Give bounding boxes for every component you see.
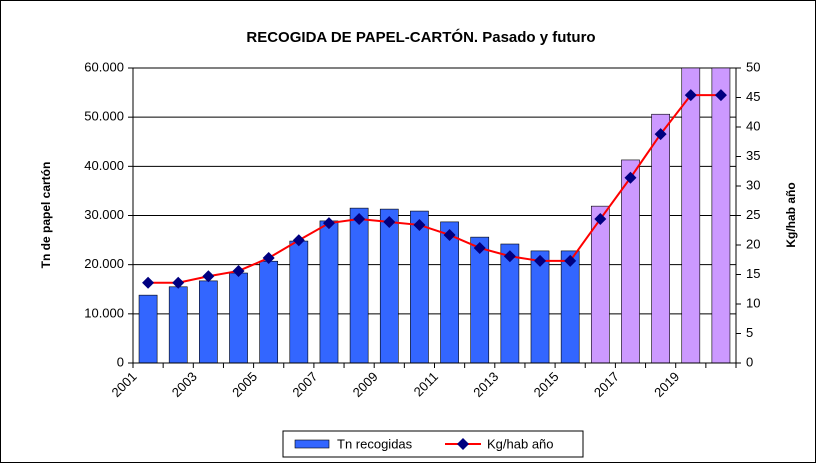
y-tick-label: 30.000 (84, 207, 124, 222)
marker (534, 254, 547, 267)
bar (168, 286, 188, 364)
marker (322, 217, 335, 230)
y2-tick-label: 30 (746, 177, 760, 192)
bar (470, 236, 490, 364)
legend-marker (457, 438, 469, 450)
legend-swatch (294, 439, 330, 449)
bar (711, 67, 731, 364)
y-axis-title: Tn de papel cartón (39, 162, 53, 269)
y2-axis-title: Kg/hab año (784, 182, 798, 247)
bar (621, 159, 640, 364)
y2-tick-label: 45 (746, 89, 760, 104)
y-tick-label: 20.000 (84, 256, 124, 271)
legend: Tn recogidas Kg/hab año (282, 430, 584, 458)
marker (353, 213, 366, 226)
marker (262, 251, 275, 264)
marker (624, 171, 637, 184)
bar (379, 208, 399, 364)
marker (383, 215, 396, 228)
y-tick-label: 50.000 (84, 109, 124, 124)
bar (199, 280, 218, 364)
bar (560, 250, 580, 364)
marker (714, 89, 727, 102)
marker (292, 234, 305, 247)
y2-tick-label: 0 (746, 354, 753, 369)
marker (654, 128, 667, 141)
bar (319, 220, 339, 364)
marker (413, 218, 426, 231)
y2-tick-label: 35 (746, 148, 760, 163)
bar (259, 260, 279, 364)
bar (440, 221, 459, 364)
line (148, 94, 721, 284)
marker (172, 276, 185, 289)
marker (503, 250, 516, 263)
y2-tick-label: 40 (746, 118, 760, 133)
marker (473, 241, 486, 254)
chart-title: RECOGIDA DE PAPEL-CARTÓN. Pasado y futur… (246, 28, 595, 46)
bar (651, 113, 670, 364)
y2-tick-label: 10 (746, 295, 760, 310)
legend-label: Kg/hab año (487, 436, 554, 451)
marker (142, 276, 155, 289)
y-tick-label: 10.000 (84, 305, 124, 320)
y-tick-label: 0 (117, 354, 124, 369)
y-tick-label: 40.000 (84, 158, 124, 173)
marker (443, 228, 456, 241)
marker (232, 264, 245, 277)
bar (590, 205, 610, 364)
y2-tick-label: 15 (746, 266, 760, 281)
marker (202, 270, 215, 283)
marker (594, 213, 607, 226)
bar (289, 240, 309, 364)
legend-label: Tn recogidas (337, 436, 413, 451)
marker (564, 254, 577, 267)
marker (684, 89, 697, 102)
bar (349, 207, 369, 364)
y2-tick-label: 50 (746, 59, 760, 74)
bar (410, 210, 429, 364)
bar (530, 250, 550, 364)
legend-box (282, 430, 584, 458)
bar (138, 294, 158, 364)
bar (229, 272, 248, 364)
y-tick-label: 60.000 (84, 59, 124, 74)
y2-tick-label: 20 (746, 236, 760, 251)
bar (681, 67, 701, 364)
y2-tick-label: 5 (746, 325, 753, 340)
y2-tick-label: 25 (746, 207, 760, 222)
